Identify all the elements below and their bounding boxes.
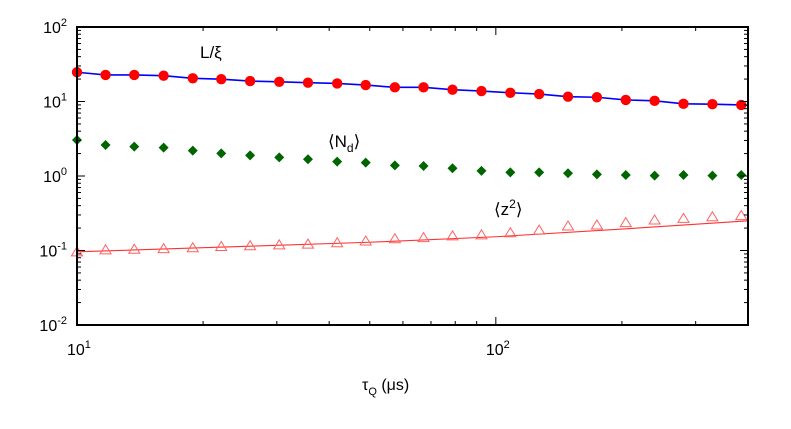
series-line-l-over-xi	[76, 71, 749, 107]
point-z2	[561, 220, 575, 231]
point-z2	[214, 240, 228, 252]
point-l-over-xi	[505, 87, 516, 98]
point-nd	[707, 170, 718, 181]
point-z2	[359, 235, 373, 246]
point-l-over-xi	[591, 92, 603, 103]
y-tick-label: 100	[43, 166, 67, 186]
x-tick-label: 102	[486, 339, 510, 359]
point-nd	[274, 152, 285, 163]
x-axis-label: τQ (μs)	[362, 377, 409, 398]
point-z2	[677, 212, 690, 223]
point-z2	[99, 243, 112, 255]
point-nd	[216, 148, 227, 159]
point-z2	[186, 241, 200, 253]
point-l-over-xi	[129, 69, 140, 81]
point-nd	[591, 169, 602, 180]
point-z2	[301, 238, 315, 249]
fit-line-z2	[76, 220, 749, 253]
point-l-over-xi	[418, 82, 429, 93]
y-tick-label: 101	[43, 92, 67, 112]
point-l-over-xi	[562, 91, 574, 102]
point-z2	[417, 231, 430, 243]
point-nd	[649, 170, 660, 181]
point-z2	[243, 239, 257, 251]
annotation-nd: ⟨Nd⟩	[328, 132, 360, 155]
point-l-over-xi	[216, 74, 227, 85]
point-l-over-xi	[447, 84, 458, 95]
point-l-over-xi	[620, 94, 631, 106]
y-tick-label: 10-1	[39, 241, 67, 261]
point-nd	[620, 170, 631, 181]
point-nd	[100, 139, 111, 150]
point-l-over-xi	[158, 70, 169, 81]
point-l-over-xi	[274, 76, 285, 87]
point-z2	[706, 210, 719, 222]
point-nd	[360, 157, 371, 168]
plot-marks	[70, 67, 749, 257]
point-nd	[563, 168, 574, 179]
y-tick-label: 10-2	[39, 315, 67, 335]
point-l-over-xi	[302, 77, 314, 88]
point-z2	[648, 214, 662, 225]
point-l-over-xi	[244, 75, 256, 87]
point-z2	[388, 232, 402, 244]
point-nd	[389, 160, 400, 171]
point-l-over-xi	[678, 98, 689, 110]
point-z2	[272, 238, 286, 250]
point-nd	[447, 163, 458, 174]
point-l-over-xi	[331, 78, 343, 89]
point-nd	[332, 156, 343, 167]
point-z2	[157, 242, 171, 254]
point-z2	[127, 243, 141, 254]
point-z2	[446, 229, 459, 241]
point-nd	[534, 167, 545, 178]
point-nd	[245, 150, 256, 161]
point-l-over-xi	[360, 79, 371, 91]
point-z2	[734, 209, 748, 221]
point-z2	[330, 236, 344, 248]
point-nd	[418, 161, 429, 172]
plot-frame	[76, 26, 749, 326]
point-l-over-xi	[187, 73, 198, 84]
point-z2	[619, 216, 633, 228]
point-l-over-xi	[649, 95, 660, 107]
y-tick-label: 102	[43, 17, 67, 37]
point-l-over-xi	[736, 99, 747, 111]
point-l-over-xi	[389, 82, 401, 93]
point-l-over-xi	[533, 88, 545, 100]
annotation-z2: ⟨z2⟩	[494, 197, 522, 219]
point-z2	[503, 226, 517, 238]
point-nd	[505, 167, 516, 178]
point-nd	[129, 141, 140, 152]
annotation-l-over-xi: L/ξ	[200, 43, 222, 62]
point-l-over-xi	[707, 98, 718, 110]
point-nd	[736, 170, 747, 181]
point-nd	[678, 170, 689, 181]
point-z2	[590, 219, 604, 230]
point-z2	[532, 224, 546, 235]
point-nd	[302, 154, 313, 165]
point-nd	[187, 145, 198, 156]
point-nd	[158, 142, 169, 153]
point-l-over-xi	[476, 85, 487, 97]
point-l-over-xi	[100, 69, 111, 81]
x-tick-label: 101	[67, 339, 91, 359]
point-nd	[476, 165, 487, 176]
point-z2	[475, 228, 488, 240]
